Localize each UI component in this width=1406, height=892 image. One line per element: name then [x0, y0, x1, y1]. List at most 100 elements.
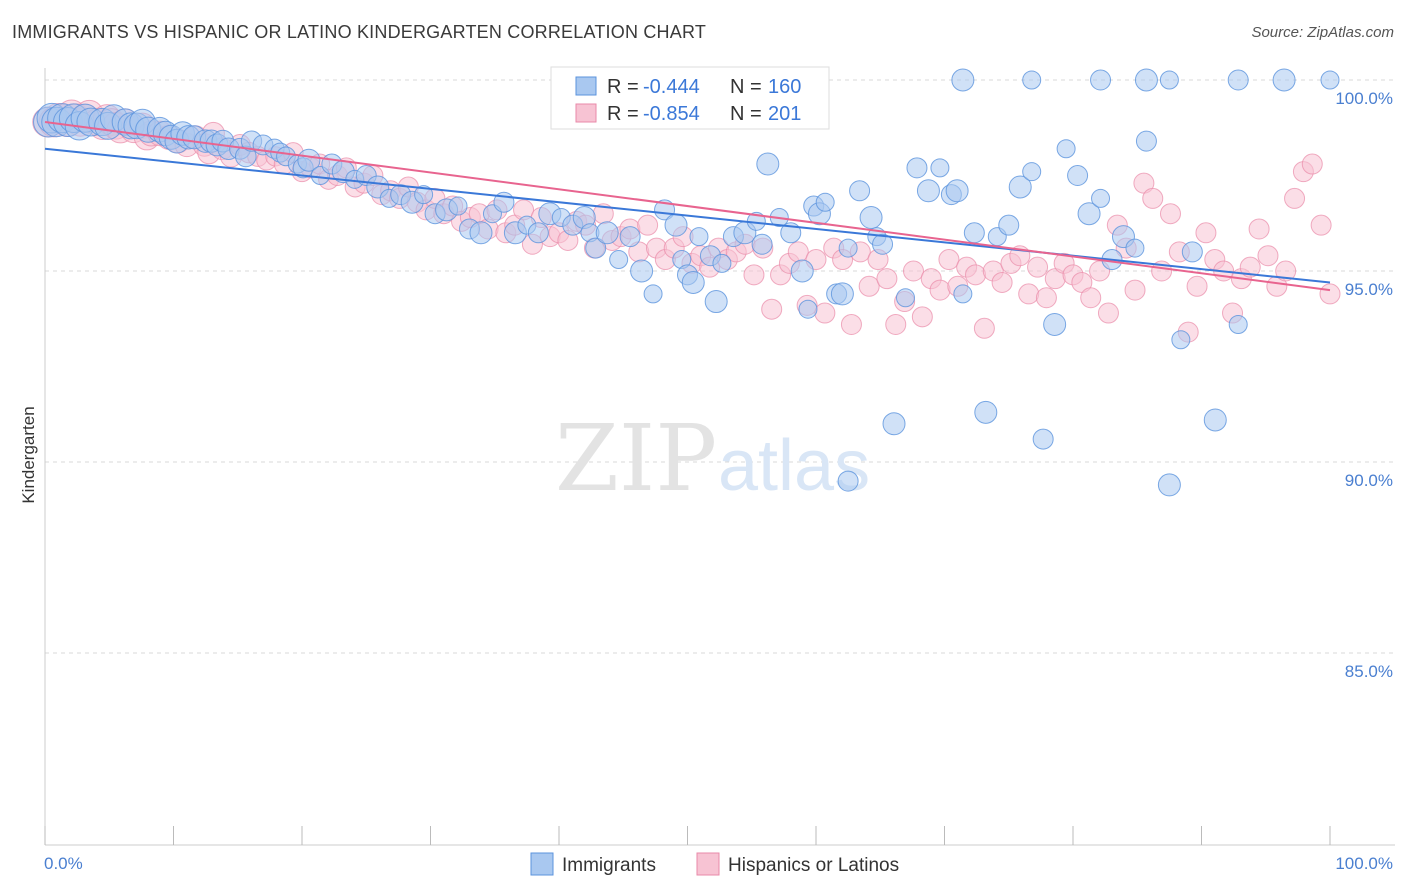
point-immigrants-71 [664, 213, 688, 237]
point-immigrants-86 [790, 259, 814, 283]
bottom-legend: Immigrants Hispanics or Latinos [530, 852, 899, 876]
legend-n-value-1: 160 [768, 76, 801, 98]
point-immigrants-94 [849, 180, 871, 202]
point-hispanics-153 [1310, 214, 1332, 236]
point-hispanics-94 [787, 241, 809, 263]
point-hispanics-152 [1301, 153, 1323, 175]
point-immigrants-87 [798, 299, 818, 319]
point-immigrants-99 [895, 288, 915, 308]
point-immigrants-69 [643, 284, 663, 304]
point-hispanics-136 [1159, 203, 1181, 225]
legend-swatch-hispanics [575, 103, 597, 123]
chart-title: IMMIGRANTS VS HISPANIC OR LATINO KINDERG… [12, 22, 707, 42]
point-immigrants-64 [585, 237, 607, 259]
legend-n-label-1: N = [730, 76, 762, 98]
point-immigrants-77 [704, 290, 728, 314]
source-label: Source: ZipAtlas.com [1251, 24, 1394, 41]
point-immigrants-83 [756, 152, 780, 176]
point-immigrants-127 [837, 470, 859, 492]
point-immigrants-109 [998, 214, 1020, 236]
point-immigrants-53 [469, 221, 493, 245]
point-immigrants-110 [1008, 175, 1032, 199]
point-immigrants-106 [963, 222, 985, 244]
point-immigrants-78 [712, 253, 732, 273]
point-immigrants-98 [882, 412, 906, 436]
point-hispanics-150 [1284, 187, 1306, 209]
point-hispanics-110 [929, 279, 951, 301]
y-tick-label-3: 85.0% [1345, 662, 1393, 681]
point-immigrants-70 [654, 199, 676, 221]
point-hispanics-104 [876, 268, 898, 290]
point-hispanics-147 [1257, 245, 1279, 267]
legend-n-value-2: 201 [768, 103, 801, 125]
point-hispanics-146 [1248, 218, 1270, 240]
point-immigrants-111 [1022, 162, 1042, 182]
point-hispanics-107 [902, 260, 924, 282]
point-hispanics-149 [1275, 260, 1297, 282]
point-immigrants-58 [527, 222, 549, 244]
point-hispanics-132 [1124, 279, 1146, 301]
point-immigrants-107 [974, 400, 998, 424]
point-immigrants-130 [1090, 69, 1112, 91]
point-hispanics-108 [911, 306, 933, 328]
point-hispanics-139 [1186, 275, 1208, 297]
point-hispanics-127 [1080, 287, 1102, 309]
point-immigrants-104 [945, 179, 969, 203]
x-tick-label-1: 100.0% [1335, 854, 1393, 873]
point-hispanics-120 [1018, 283, 1040, 305]
bottom-legend-hispanics: Hispanics or Latinos [728, 855, 899, 876]
point-hispanics-129 [1097, 302, 1119, 324]
point-immigrants-123 [1171, 330, 1191, 350]
watermark-atlas: atlas [718, 426, 870, 506]
legend-r-value-1: -0.444 [643, 76, 700, 98]
legend-r-value-2: -0.854 [643, 103, 700, 125]
point-immigrants-122 [1157, 473, 1181, 497]
point-immigrants-116 [1077, 202, 1101, 226]
watermark-zip: ZIP [555, 405, 717, 512]
legend-n-label-2: N = [730, 103, 762, 125]
bottom-legend-swatch-immigrants [530, 852, 554, 876]
point-hispanics-134 [1142, 187, 1164, 209]
bottom-legend-swatch-hispanics [696, 852, 720, 876]
point-immigrants-113 [1043, 312, 1067, 336]
point-hispanics-91 [761, 298, 783, 320]
point-hispanics-102 [858, 275, 880, 297]
point-immigrants-82 [751, 233, 773, 255]
bottom-legend-immigrants: Immigrants [562, 855, 656, 876]
point-hispanics-114 [965, 264, 987, 286]
point-immigrants-135 [1320, 70, 1340, 90]
point-hispanics-117 [991, 271, 1013, 293]
point-hispanics-77 [637, 214, 659, 236]
point-immigrants-133 [1227, 69, 1249, 91]
point-hispanics-154 [1319, 283, 1341, 305]
point-immigrants-74 [681, 270, 705, 294]
y-tick-label-1: 95.0% [1345, 280, 1393, 299]
point-immigrants-93 [838, 238, 858, 258]
trend-line-immigrants [44, 147, 1331, 284]
point-immigrants-129 [1022, 70, 1042, 90]
axes [44, 68, 1395, 846]
point-immigrants-90 [815, 192, 835, 212]
legend-r-label-2: R = [607, 103, 639, 125]
point-immigrants-95 [859, 206, 883, 230]
point-immigrants-102 [930, 158, 950, 178]
point-immigrants-117 [1091, 188, 1111, 208]
watermark: ZIP atlas [555, 405, 870, 512]
legend-swatch-immigrants [575, 76, 597, 96]
point-immigrants-51 [448, 196, 468, 216]
point-immigrants-128 [951, 68, 975, 92]
point-hispanics-111 [938, 249, 960, 271]
point-hispanics-140 [1195, 222, 1217, 244]
point-immigrants-125 [1203, 408, 1227, 432]
point-hispanics-89 [743, 264, 765, 286]
point-immigrants-101 [916, 179, 940, 203]
point-immigrants-97 [872, 233, 894, 255]
point-hispanics-115 [973, 317, 995, 339]
point-immigrants-132 [1159, 70, 1179, 90]
point-hispanics-145 [1239, 256, 1261, 278]
point-immigrants-105 [953, 284, 973, 304]
point-immigrants-115 [1067, 165, 1089, 186]
point-immigrants-75 [689, 227, 709, 247]
point-immigrants-124 [1181, 241, 1203, 263]
legend-r-label-1: R = [607, 76, 639, 98]
